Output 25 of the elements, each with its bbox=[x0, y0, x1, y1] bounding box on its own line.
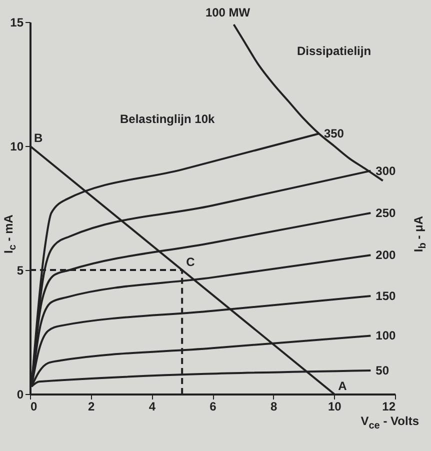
y-tick-label: 5 bbox=[16, 264, 24, 278]
x-tick-label: 0 bbox=[30, 400, 38, 414]
series-label: 250 bbox=[376, 206, 396, 220]
x-tick-label: 4 bbox=[148, 400, 156, 414]
y-tick-label: 15 bbox=[10, 16, 24, 30]
x-tick-label: 6 bbox=[210, 400, 217, 414]
annotation: C bbox=[186, 255, 196, 269]
annotation: A bbox=[338, 379, 348, 393]
x-axis-title: V$_{ce}$ - Volts bbox=[360, 414, 419, 434]
series-label: 350 bbox=[324, 126, 344, 141]
x-tick-label: 2 bbox=[88, 400, 95, 414]
annotation: Belastinglijn 10k bbox=[120, 112, 215, 126]
annotation: Dissipatielijn bbox=[297, 44, 372, 58]
x-tick-label: 12 bbox=[382, 400, 396, 414]
series-label: 200 bbox=[376, 248, 396, 262]
x-tick-label: 8 bbox=[270, 400, 278, 414]
series-label: 300 bbox=[376, 164, 396, 178]
series-label: 150 bbox=[376, 289, 396, 304]
series-label: 100 MW bbox=[205, 5, 251, 20]
series-label: 50 bbox=[376, 363, 390, 378]
y-tick-label: 0 bbox=[16, 388, 24, 402]
series-label: 100 bbox=[376, 328, 396, 343]
y-tick-label: 10 bbox=[10, 140, 24, 154]
x-tick-label: 10 bbox=[328, 400, 342, 414]
annotation: B bbox=[34, 131, 43, 145]
